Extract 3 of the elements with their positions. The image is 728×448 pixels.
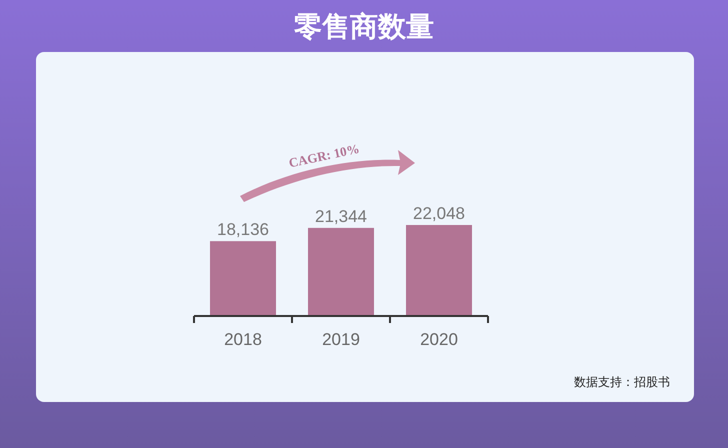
annotation: 数据支持：招股书 xyxy=(574,375,670,389)
annotation: CAGR: 10% xyxy=(287,140,361,170)
title: 零售商数量 xyxy=(294,11,434,42)
